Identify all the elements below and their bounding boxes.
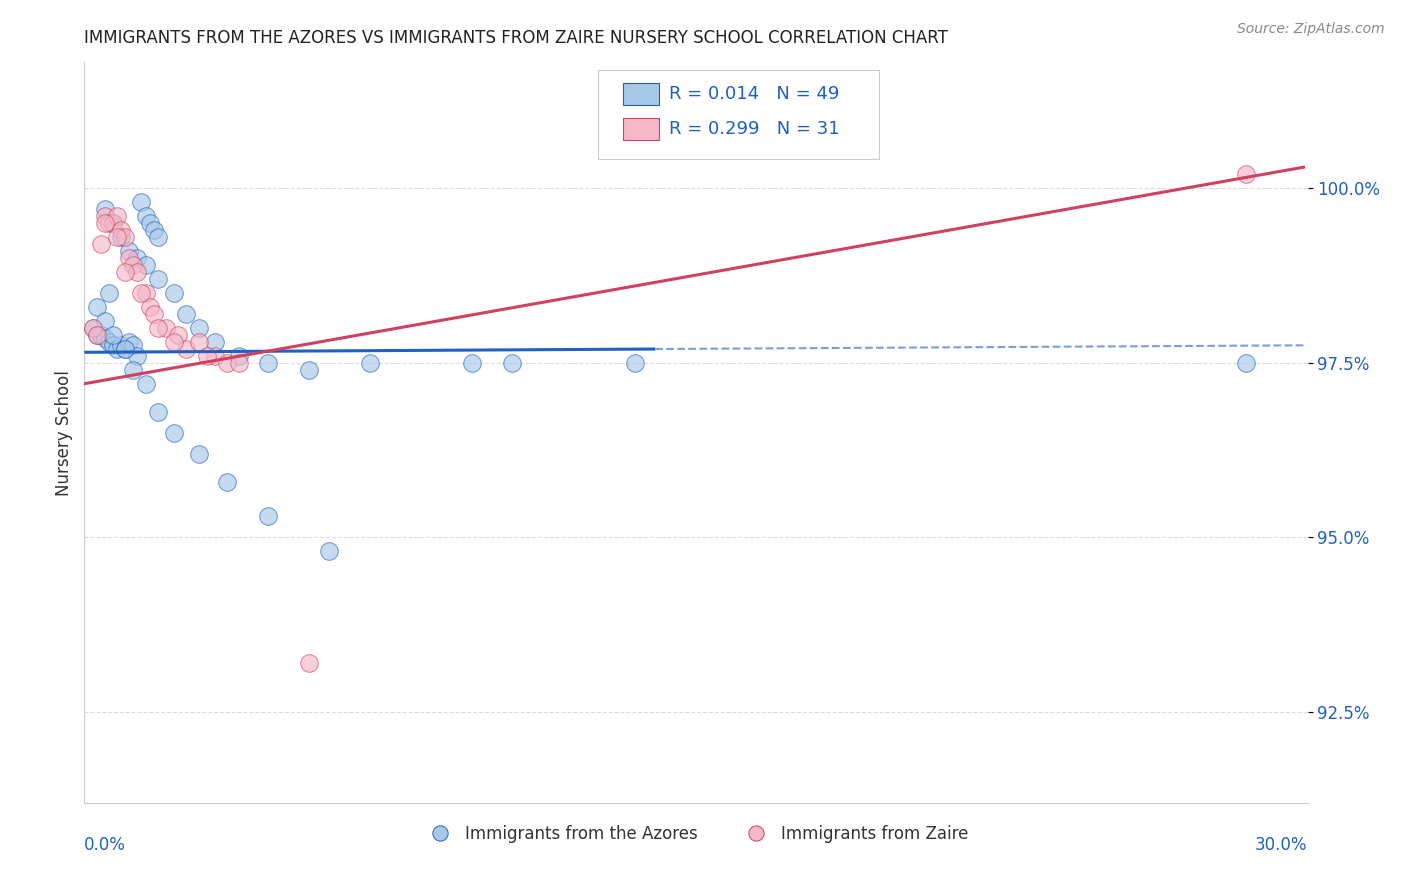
Point: [167, 327, 190, 342]
Point: [187, 321, 209, 335]
Point: [105, 342, 128, 356]
Point: [217, 356, 239, 370]
Point: [163, 334, 186, 349]
Point: [195, 349, 218, 363]
Point: [127, 349, 149, 363]
Point: [97, 285, 120, 300]
Point: [298, 363, 321, 377]
Bar: [623, 83, 659, 105]
Point: [1236, 167, 1258, 181]
Point: [114, 342, 136, 356]
Point: [110, 230, 132, 244]
Text: Source: ZipAtlas.com: Source: ZipAtlas.com: [1237, 22, 1385, 37]
Point: [204, 349, 226, 363]
Point: [110, 223, 132, 237]
Point: [138, 300, 160, 314]
Point: [359, 356, 381, 370]
Point: [93, 331, 115, 345]
Point: [118, 251, 141, 265]
Point: [101, 338, 124, 352]
Point: [146, 405, 169, 419]
Point: [228, 356, 250, 370]
Point: [502, 356, 524, 370]
Point: [114, 230, 136, 244]
Point: [101, 216, 124, 230]
Point: [118, 244, 141, 258]
Point: [86, 300, 108, 314]
Point: [138, 216, 160, 230]
Point: [93, 209, 115, 223]
Point: [155, 321, 177, 335]
Point: [97, 334, 120, 349]
Point: [114, 265, 136, 279]
Text: IMMIGRANTS FROM THE AZORES VS IMMIGRANTS FROM ZAIRE NURSERY SCHOOL CORRELATION C: IMMIGRANTS FROM THE AZORES VS IMMIGRANTS…: [84, 29, 948, 47]
Point: [228, 349, 250, 363]
Point: [110, 338, 132, 352]
Point: [187, 446, 209, 460]
Text: R = 0.299   N = 31: R = 0.299 N = 31: [669, 120, 839, 138]
Point: [187, 334, 209, 349]
Point: [127, 265, 149, 279]
Point: [118, 334, 141, 349]
Point: [257, 509, 280, 524]
Point: [624, 356, 647, 370]
Point: [461, 356, 484, 370]
Point: [146, 272, 169, 286]
Bar: [623, 118, 659, 140]
Point: [142, 223, 165, 237]
Point: [174, 307, 197, 321]
Legend: Immigrants from the Azores, Immigrants from Zaire: Immigrants from the Azores, Immigrants f…: [416, 819, 976, 850]
Point: [217, 475, 239, 489]
Point: [82, 321, 104, 335]
Point: [86, 327, 108, 342]
Point: [204, 334, 226, 349]
Point: [163, 425, 186, 440]
Point: [114, 342, 136, 356]
Y-axis label: Nursery School: Nursery School: [55, 369, 73, 496]
Point: [82, 321, 104, 335]
Point: [146, 230, 169, 244]
Text: 30.0%: 30.0%: [1256, 836, 1308, 855]
Point: [97, 216, 120, 230]
Point: [318, 544, 340, 558]
Point: [135, 376, 157, 391]
Text: R = 0.014   N = 49: R = 0.014 N = 49: [669, 85, 839, 103]
Point: [101, 327, 124, 342]
FancyBboxPatch shape: [598, 70, 880, 159]
Point: [135, 209, 157, 223]
Point: [93, 216, 115, 230]
Point: [122, 338, 145, 352]
Point: [86, 327, 108, 342]
Point: [90, 327, 112, 342]
Point: [1236, 356, 1258, 370]
Point: [105, 230, 128, 244]
Point: [131, 285, 153, 300]
Point: [146, 321, 169, 335]
Point: [122, 258, 145, 272]
Point: [142, 307, 165, 321]
Point: [257, 356, 280, 370]
Point: [135, 258, 157, 272]
Point: [101, 216, 124, 230]
Point: [131, 195, 153, 210]
Point: [127, 251, 149, 265]
Point: [174, 342, 197, 356]
Point: [122, 363, 145, 377]
Point: [90, 237, 112, 252]
Point: [93, 202, 115, 216]
Point: [298, 656, 321, 670]
Point: [163, 285, 186, 300]
Point: [105, 209, 128, 223]
Point: [93, 314, 115, 328]
Point: [135, 285, 157, 300]
Text: 0.0%: 0.0%: [84, 836, 127, 855]
